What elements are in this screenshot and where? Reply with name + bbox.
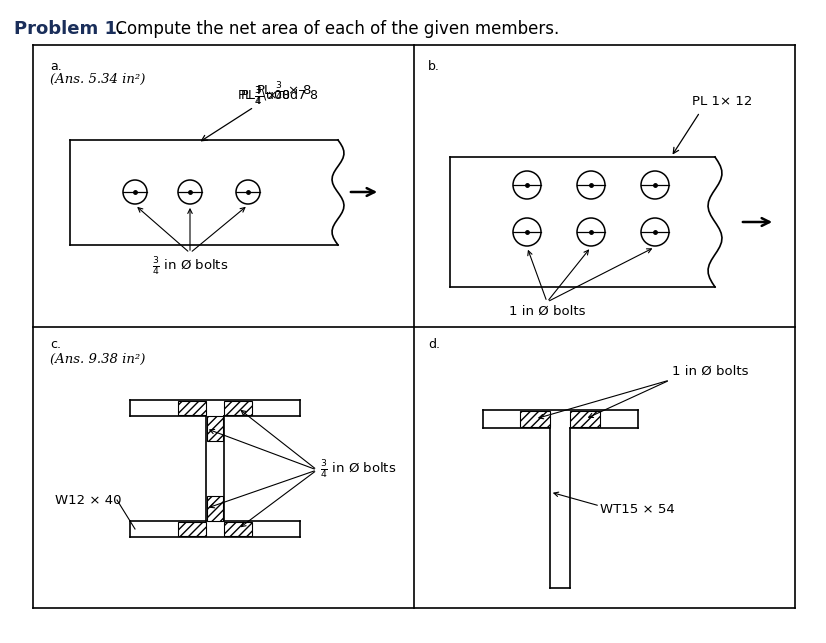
Circle shape [178,180,202,204]
Text: (Ans. 5.34 in²): (Ans. 5.34 in²) [50,73,145,86]
Bar [178,522,206,536]
Circle shape [513,171,541,199]
Text: PL$\frac{3}{4}$\u00d7 8: PL$\frac{3}{4}$\u00d7 8 [240,85,319,107]
Bar [207,416,223,441]
Bar [224,522,252,536]
Circle shape [577,218,605,246]
Circle shape [641,218,669,246]
Text: $\frac{3}{4}$ in Ø bolts: $\frac{3}{4}$ in Ø bolts [320,459,396,481]
Text: PL $\frac{3}{4}$ × 8: PL $\frac{3}{4}$ × 8 [256,81,312,103]
Text: (Ans. 9.38 in²): (Ans. 9.38 in²) [50,353,145,366]
Bar [520,411,550,427]
Text: Compute the net area of each of the given members.: Compute the net area of each of the give… [105,20,559,38]
Text: Problem 1.: Problem 1. [14,20,124,38]
Text: PL 1× 12: PL 1× 12 [692,95,752,108]
Text: 1 in Ø bolts: 1 in Ø bolts [509,305,586,318]
Text: b.: b. [428,60,440,73]
Circle shape [236,180,260,204]
Circle shape [513,218,541,246]
Text: d.: d. [428,338,440,351]
Text: c.: c. [50,338,61,351]
Text: $\frac{3}{4}$ in Ø bolts: $\frac{3}{4}$ in Ø bolts [152,256,228,278]
Text: WT15 × 54: WT15 × 54 [600,503,675,516]
Circle shape [641,171,669,199]
Text: W12 × 40: W12 × 40 [55,493,121,507]
Bar [178,401,206,415]
Text: PL $\frac{3}{4}$ × 8: PL $\frac{3}{4}$ × 8 [237,85,290,107]
Circle shape [577,171,605,199]
Circle shape [123,180,147,204]
Text: 1 in Ø bolts: 1 in Ø bolts [672,365,748,378]
Text: a.: a. [50,60,62,73]
Bar [224,401,252,415]
Bar [570,411,600,427]
Bar [207,496,223,521]
